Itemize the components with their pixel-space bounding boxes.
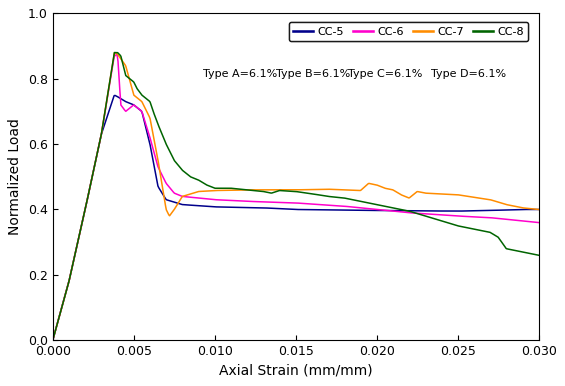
Text: Type B=6.1%: Type B=6.1% [276, 69, 350, 79]
Text: Type D=6.1%: Type D=6.1% [431, 69, 506, 79]
Text: Type C=6.1%: Type C=6.1% [349, 69, 423, 79]
Legend: CC-5, CC-6, CC-7, CC-8: CC-5, CC-6, CC-7, CC-8 [289, 22, 528, 41]
X-axis label: Axial Strain (mm/mm): Axial Strain (mm/mm) [219, 364, 372, 378]
Text: Type A=6.1%: Type A=6.1% [203, 69, 277, 79]
Y-axis label: Normalized Load: Normalized Load [8, 119, 23, 235]
